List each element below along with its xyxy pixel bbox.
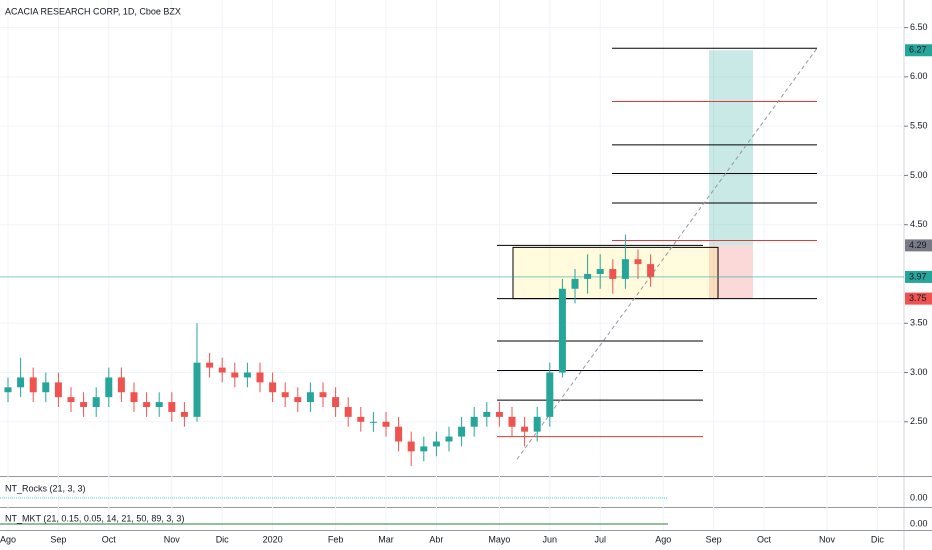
price-label [905, 44, 932, 57]
candle-body [395, 426, 403, 442]
chart-title: ACACIA RESEARCH CORP, 1D, Cboe BZX [5, 6, 181, 16]
x-tick-label: Ago [655, 534, 671, 544]
candle-body [155, 402, 163, 408]
x-tick-label: Abr [429, 534, 443, 544]
candle-body [558, 288, 566, 373]
candle-body [483, 411, 491, 417]
candle-body [458, 426, 466, 437]
candle-body [521, 426, 529, 432]
candle-body [130, 392, 138, 403]
x-tick-label: Dic [871, 534, 884, 544]
price-label-text: 3.75 [909, 293, 927, 303]
x-tick-label: Oct [757, 534, 772, 544]
candle-body [445, 436, 453, 442]
candle-body [357, 416, 365, 422]
y-tick-label: 3.00 [910, 367, 928, 377]
candle-body [4, 387, 12, 393]
x-tick-label: Jul [594, 534, 606, 544]
candle-body [269, 382, 277, 393]
x-tick-label: Ago [0, 534, 16, 544]
y-tick-label: 5.00 [910, 170, 928, 180]
y-tick-label: 2.50 [910, 416, 928, 426]
y-tick-label: 4.50 [910, 219, 928, 229]
y-tick-label: 3.50 [910, 318, 928, 328]
x-tick-label: Oct [102, 534, 117, 544]
candle-body [54, 382, 62, 398]
candle-body [647, 264, 655, 277]
candle-body [29, 377, 37, 393]
stop-zone [709, 245, 753, 299]
price-label-text: 4.29 [909, 240, 927, 250]
candle-body [105, 377, 113, 398]
trend-line [516, 47, 818, 460]
candle-body [67, 397, 75, 403]
candle-body [143, 402, 151, 408]
x-tick-label: Mayo [488, 534, 510, 544]
candle-body [432, 441, 440, 447]
candle-body [546, 372, 554, 417]
x-tick-label: Nov [819, 534, 836, 544]
candle-body [92, 397, 100, 408]
candle-body [508, 416, 516, 427]
x-tick-label: Sep [706, 534, 722, 544]
y-tick-label: 6.50 [910, 22, 928, 32]
candle-body [319, 392, 327, 398]
indicator-axis-label: 0.00 [910, 518, 928, 528]
last-price-label-text: 3.97 [909, 271, 927, 281]
candle-body [634, 259, 642, 265]
profit-zone [709, 50, 753, 246]
candle-body [596, 269, 604, 274]
candle-body [180, 411, 188, 417]
candle-body [168, 402, 176, 412]
candle-body [243, 372, 251, 378]
candle-body [332, 397, 340, 408]
candle-body [117, 377, 125, 393]
candle-body [256, 372, 264, 383]
candle-body [344, 407, 352, 417]
price-label [905, 239, 932, 252]
price-label [905, 292, 932, 305]
candle-body [206, 362, 214, 368]
candle-body [231, 372, 239, 378]
y-tick-label: 5.50 [910, 121, 928, 131]
candle-body [470, 416, 478, 427]
candle-body [218, 367, 226, 373]
candle-body [369, 421, 377, 423]
candle-body [294, 397, 302, 403]
candle-body [306, 392, 314, 403]
indicator-name: NT_Rocks (21, 3, 3) [5, 483, 86, 493]
x-tick-label: 2020 [263, 534, 283, 544]
candle-body [382, 421, 390, 427]
x-tick-label: Dic [216, 534, 229, 544]
last-price-label [905, 270, 932, 283]
x-tick-label: Jun [543, 534, 558, 544]
candle-body [42, 382, 50, 393]
x-tick-label: Nov [164, 534, 181, 544]
candle-body [193, 362, 201, 417]
indicator-name: NT_MKT (21, 0.15, 0.05, 14, 21, 50, 89, … [5, 513, 184, 523]
indicator-axis-label: 0.00 [910, 492, 928, 502]
candle-body [407, 441, 415, 452]
candle-body [281, 392, 289, 398]
candle-body [571, 278, 579, 289]
candle-body [420, 446, 428, 452]
candle-body [17, 377, 25, 388]
candle-body [609, 269, 617, 279]
candle-body [80, 402, 88, 408]
x-tick-label: Feb [328, 534, 344, 544]
candle-body [584, 273, 592, 279]
candle-body [621, 259, 629, 279]
y-tick-label: 6.00 [910, 71, 928, 81]
price-label-text: 6.27 [909, 45, 927, 55]
candle-body [533, 416, 541, 432]
x-tick-label: Sep [50, 534, 66, 544]
candle-body [495, 411, 503, 417]
x-tick-label: Mar [378, 534, 394, 544]
